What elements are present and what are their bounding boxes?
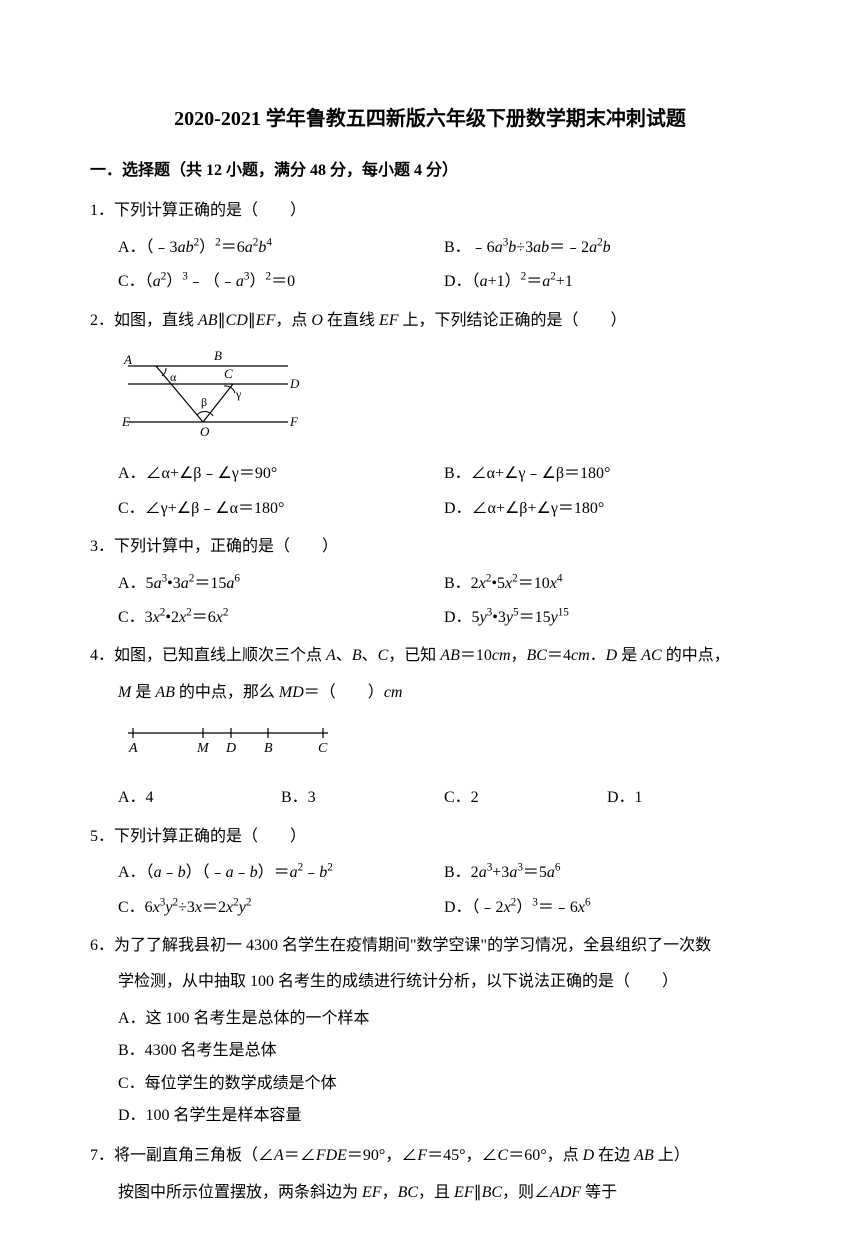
q1-opt-b: B．﹣6a3b÷3ab＝﹣2a2b [444, 233, 770, 263]
q2-opt-b: B．∠α+∠γ﹣∠β＝180° [444, 459, 770, 489]
q1-opt-d: D．（a+1）2＝a2+1 [444, 267, 770, 297]
q4-opt-c: C．2 [444, 783, 607, 813]
q6-opt-c: C．每位学生的数学成绩是个体 [118, 1069, 770, 1099]
svg-text:α: α [170, 370, 177, 384]
q1-opt-c: C．（a2）3﹣（﹣a3）2＝0 [118, 267, 444, 297]
svg-text:C: C [224, 366, 233, 381]
question-4: 4．如图，已知直线上顺次三个点 A、B、C，已知 AB＝10cm，BC＝4cm．… [90, 641, 770, 814]
q3-opt-a: A．5a3•3a2＝15a6 [118, 569, 444, 599]
q4-opt-a: A．4 [118, 783, 281, 813]
question-7: 7．将一副直角三角板（∠A＝∠FDE＝90°，∠F＝45°，∠C＝60°，点 D… [90, 1141, 770, 1208]
svg-text:D: D [225, 741, 236, 756]
svg-text:A: A [128, 741, 138, 756]
q5-opt-c: C．6x3y2÷3x＝2x2y2 [118, 893, 444, 923]
svg-text:B: B [214, 348, 222, 363]
svg-text:M: M [196, 741, 210, 756]
svg-text:γ: γ [235, 387, 242, 401]
q7-stem: 7．将一副直角三角板（∠A＝∠FDE＝90°，∠F＝45°，∠C＝60°，点 D… [90, 1141, 770, 1171]
q2-opt-a: A．∠α+∠β﹣∠γ＝90° [118, 459, 444, 489]
q1-stem: 1．下列计算正确的是（ ） [90, 196, 770, 226]
svg-text:B: B [264, 741, 273, 756]
svg-text:A: A [123, 352, 132, 367]
q3-opt-d: D．5y3•3y5＝15y15 [444, 603, 770, 633]
q5-opt-d: D．（﹣2x2）3＝﹣6x6 [444, 893, 770, 923]
svg-text:β: β [201, 395, 207, 409]
q4-stem: 4．如图，已知直线上顺次三个点 A、B、C，已知 AB＝10cm，BC＝4cm．… [90, 641, 770, 671]
q3-stem: 3．下列计算中，正确的是（ ） [90, 532, 770, 562]
q2-stem: 2．如图，直线 AB∥CD∥EF，点 O 在直线 EF 上，下列结论正确的是（ … [90, 306, 770, 336]
question-1: 1．下列计算正确的是（ ） A．（﹣3ab2）2＝6a2b4 B．﹣6a3b÷3… [90, 196, 770, 297]
q2-opt-d: D．∠α+∠β+∠γ＝180° [444, 494, 770, 524]
question-2: 2．如图，直线 AB∥CD∥EF，点 O 在直线 EF 上，下列结论正确的是（ … [90, 306, 770, 525]
q6-opt-d: D．100 名学生是样本容量 [118, 1101, 770, 1131]
q6-opt-a: A．这 100 名考生是总体的一个样本 [118, 1004, 770, 1034]
svg-text:O: O [200, 424, 210, 436]
q2-opt-c: C．∠γ+∠β﹣∠α＝180° [118, 494, 444, 524]
question-6: 6．为了了解我县初一 4300 名学生在疫情期间"数学空课"的学习情况，全县组织… [90, 931, 770, 1133]
svg-text:F: F [289, 414, 299, 429]
q5-stem: 5．下列计算正确的是（ ） [90, 822, 770, 852]
q3-opt-b: B．2x2•5x2＝10x4 [444, 569, 770, 599]
q5-opt-b: B．2a3+3a3＝5a6 [444, 858, 770, 888]
question-3: 3．下列计算中，正确的是（ ） A．5a3•3a2＝15a6 B．2x2•5x2… [90, 532, 770, 633]
q6-opt-b: B．4300 名考生是总体 [118, 1036, 770, 1066]
svg-text:D: D [289, 376, 300, 391]
q4-opt-b: B．3 [281, 783, 444, 813]
q6-stem2: 学检测，从中抽取 100 名考生的成绩进行统计分析，以下说法正确的是（ ） [90, 967, 770, 997]
q6-stem: 6．为了了解我县初一 4300 名学生在疫情期间"数学空课"的学习情况，全县组织… [90, 931, 770, 961]
q2-figure: A B C D E F O α β γ [90, 346, 770, 447]
q3-opt-c: C．3x2•2x2＝6x2 [118, 603, 444, 633]
q4-stem2: M 是 AB 的中点，那么 MD＝（ ）cm [90, 678, 770, 708]
q5-opt-a: A．（a﹣b）（﹣a﹣b）＝a2﹣b2 [118, 858, 444, 888]
svg-text:C: C [318, 741, 328, 756]
section-header: 一．选择题（共 12 小题，满分 48 分，每小题 4 分） [90, 156, 770, 186]
page-title: 2020-2021 学年鲁教五四新版六年级下册数学期末冲刺试题 [90, 100, 770, 138]
question-5: 5．下列计算正确的是（ ） A．（a﹣b）（﹣a﹣b）＝a2﹣b2 B．2a3+… [90, 822, 770, 923]
svg-text:E: E [121, 414, 130, 429]
q1-opt-a: A．（﹣3ab2）2＝6a2b4 [118, 233, 444, 263]
q4-figure: A M D B C [90, 718, 770, 769]
q4-opt-d: D．1 [607, 783, 770, 813]
q7-stem2: 按图中所示位置摆放，两条斜边为 EF，BC，且 EF∥BC，则∠ADF 等于 [90, 1178, 770, 1208]
